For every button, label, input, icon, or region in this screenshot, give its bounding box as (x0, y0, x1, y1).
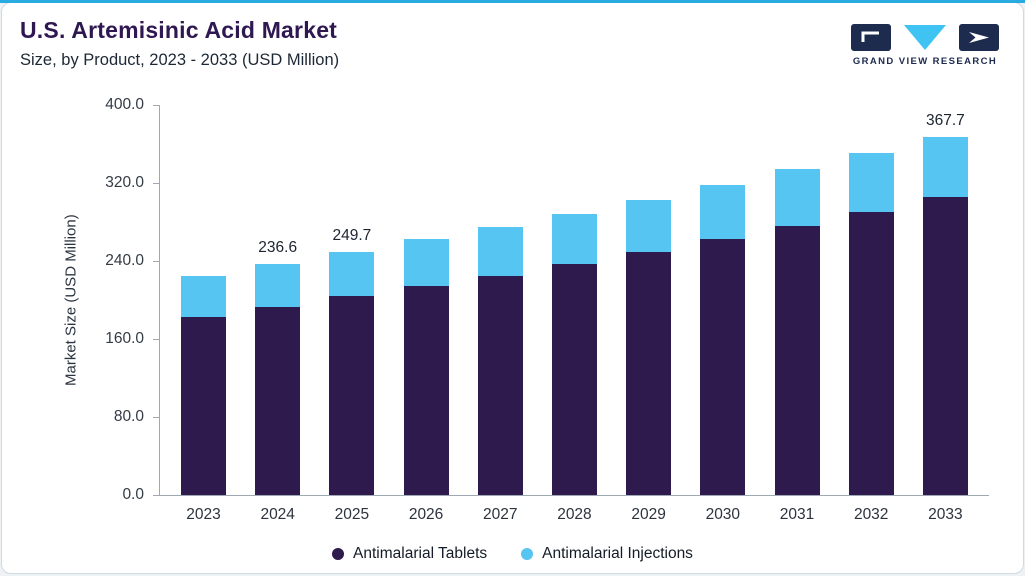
bar-segment-tablets (700, 239, 746, 495)
bar-segment-tablets (626, 252, 672, 495)
chart-header: U.S. Artemisinic Acid Market Size, by Pr… (20, 17, 339, 70)
bar-segment-tablets (329, 296, 375, 495)
bar-segment-injections (551, 213, 597, 265)
x-tick-label-2025: 2025 (334, 506, 370, 523)
bar-segment-tablets (403, 286, 449, 495)
y-tick-mark (153, 261, 160, 262)
plot-area: 400.0 320.0 240.0 160.0 80.0 0.0 2023 236.6 202… (105, 96, 989, 523)
bar-segment-injections (329, 251, 375, 297)
legend: Antimalarial Tablets Antimalarial Inject… (2, 545, 1023, 563)
legend-label-injections: Antimalarial Injections (542, 545, 693, 562)
bar-segment-injections (774, 169, 820, 226)
legend-dot-injections (521, 548, 534, 560)
x-tick-label-2030: 2030 (705, 506, 741, 523)
legend-item-tablets: Antimalarial Tablets (332, 545, 487, 563)
top-accent-line (0, 0, 1025, 3)
bar-value-label: 367.7 (925, 111, 965, 129)
x-tick-label-2033: 2033 (928, 506, 963, 523)
bar-column-2026: 2026 (403, 105, 449, 523)
bar-segment-injections (403, 239, 449, 287)
x-tick-label-2028: 2028 (557, 506, 592, 523)
x-tick-label-2031: 2031 (779, 506, 815, 523)
y-tick-label: 80.0 (113, 408, 144, 425)
y-tick-label: 240.0 (105, 252, 144, 269)
bar-segment-tablets (477, 275, 523, 495)
legend-item-injections: Antimalarial Injections (521, 545, 693, 563)
bar-segment-tablets (774, 226, 820, 495)
bar-column-2023: 2023 (181, 105, 226, 523)
bar-column-2030: 2030 (700, 105, 746, 523)
y-tick-mark (153, 183, 160, 184)
bar-column-2027: 2027 (477, 105, 523, 523)
y-tick-label: 320.0 (105, 174, 144, 191)
x-tick-label-2027: 2027 (483, 506, 518, 523)
bar-segment-tablets (848, 211, 894, 495)
bar-column-2033: 367.7 2033 (922, 105, 968, 523)
y-axis-title: Market Size (USD Million) (62, 214, 80, 387)
bar-segment-tablets (551, 264, 597, 495)
x-tick-label-2032: 2032 (853, 506, 889, 523)
y-tick-label: 400.0 (105, 96, 144, 113)
bar-column-2031: 2031 (774, 105, 820, 523)
bar-segment-tablets (922, 196, 968, 495)
brand-name: GRAND VIEW RESEARCH (852, 56, 998, 67)
page-title: U.S. Artemisinic Acid Market (20, 17, 338, 43)
y-tick-label: 160.0 (105, 330, 144, 347)
legend-label-tablets: Antimalarial Tablets (353, 545, 488, 562)
bar-column-2025: 249.7 2025 (329, 105, 375, 523)
bar-segment-injections (848, 153, 894, 212)
y-tick-mark (153, 339, 160, 340)
bars: 2023 236.6 2024 249.7 2025 2026 2027 2028 2029 20… (160, 105, 989, 523)
bar-segment-injections (922, 136, 968, 197)
bar-segment-injections (255, 264, 301, 308)
bar-value-label: 236.6 (258, 239, 298, 257)
x-tick-label-2023: 2023 (186, 506, 221, 523)
x-tick-label-2024: 2024 (260, 506, 295, 523)
bar-column-2032: 2032 (848, 105, 894, 523)
bar-column-2024: 236.6 2024 (255, 105, 301, 523)
bar-value-label: 249.7 (332, 226, 372, 244)
bar-segment-injections (626, 199, 672, 253)
x-tick-label-2029: 2029 (631, 506, 666, 523)
bar-segment-injections (181, 275, 226, 317)
bar-segment-injections (477, 226, 523, 276)
y-tick-mark (153, 417, 160, 418)
page-subtitle: Size, by Product, 2023 - 2033 (USD Milli… (20, 51, 340, 69)
bar-segment-tablets (255, 307, 301, 495)
y-tick-mark (153, 105, 160, 106)
x-tick-label-2026: 2026 (408, 506, 444, 523)
bar-segment-tablets (181, 316, 226, 495)
legend-dot-tablets (332, 548, 345, 560)
brand-logo-icon (851, 24, 999, 51)
brand-logo: GRAND VIEW RESEARCH (851, 23, 999, 67)
bar-segment-injections (700, 184, 746, 240)
bar-column-2029: 2029 (626, 105, 672, 523)
y-tick-mark (153, 495, 160, 496)
y-tick-label: 0.0 (122, 486, 144, 503)
bar-column-2028: 2028 (551, 105, 597, 523)
